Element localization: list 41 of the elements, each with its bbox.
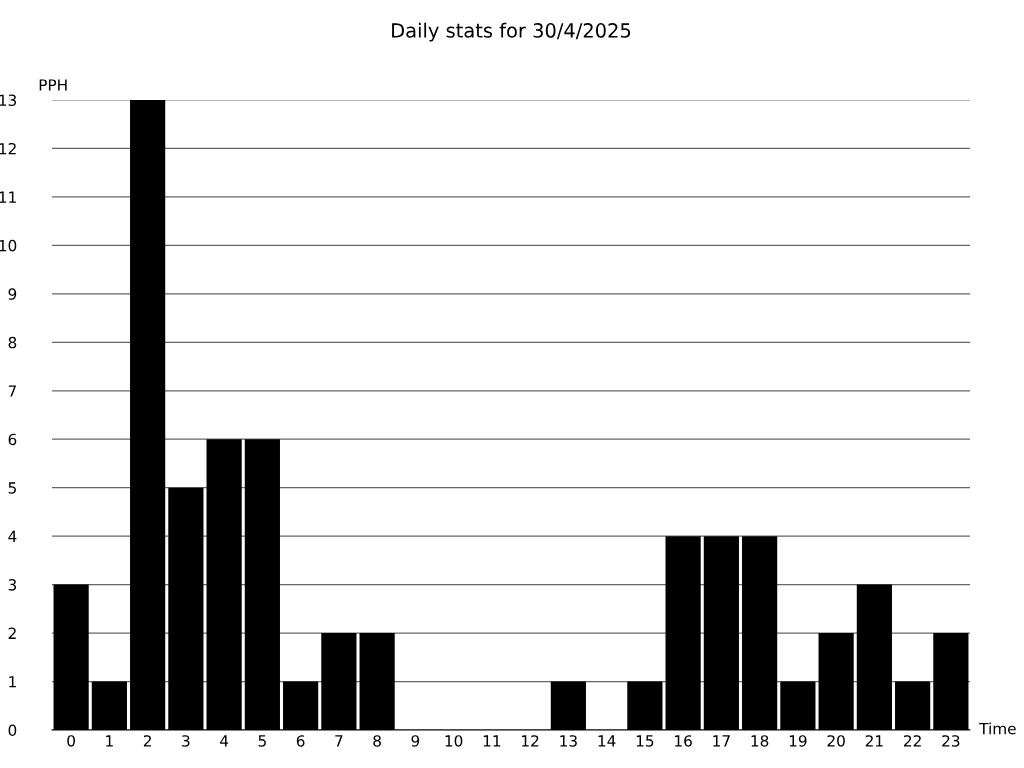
x-tick-label: 3: [182, 735, 190, 747]
x-tick-label: 7: [335, 735, 343, 747]
x-tick-label: 1: [106, 735, 113, 747]
x-tick-label: 19: [789, 735, 807, 747]
y-tick-label: 5: [8, 482, 16, 494]
x-tick-label: 13: [560, 735, 577, 747]
y-tick-label: 9: [8, 288, 17, 300]
x-tick-label: 5: [258, 735, 266, 747]
y-tick-label: 11: [0, 191, 16, 203]
y-tick-label: 0: [8, 724, 17, 737]
x-tick-label: 20: [827, 735, 845, 747]
x-tick-label: 14: [598, 735, 616, 747]
y-tick-label: 6: [8, 433, 17, 446]
x-tick-label: 11: [483, 735, 501, 747]
x-tick-label: 17: [713, 735, 730, 747]
x-tick-label: 12: [522, 735, 539, 747]
x-tick-label: 6: [296, 735, 305, 747]
x-tick-label: 9: [411, 735, 420, 747]
y-tick-label: 8: [8, 336, 17, 349]
y-tick-label: 2: [8, 627, 16, 639]
x-tick-label: 23: [942, 735, 960, 747]
x-tick-label: 22: [904, 735, 921, 747]
y-tick-label: 13: [0, 94, 17, 107]
x-axis-title: Time: [979, 722, 1016, 735]
chart-title: Daily stats for 30/4/2025: [392, 22, 631, 42]
x-tick-label: 18: [751, 735, 769, 747]
y-tick-label: 10: [0, 239, 17, 252]
y-tick-label: 1: [9, 676, 16, 688]
x-tick-label: 4: [220, 735, 229, 747]
x-tick-label: 16: [675, 735, 692, 747]
y-tick-label: 4: [8, 530, 17, 542]
y-tick-label: 7: [8, 385, 16, 397]
x-tick-label: 15: [636, 735, 654, 747]
y-tick-label: 12: [0, 142, 16, 155]
y-axis-title: PPH: [39, 79, 67, 91]
x-tick-label: 2: [143, 735, 151, 747]
x-tick-label: 0: [67, 735, 75, 747]
x-tick-label: 10: [445, 735, 463, 747]
x-tick-label: 8: [373, 735, 381, 747]
y-tick-label: 3: [8, 579, 17, 591]
x-tick-label: 21: [865, 735, 883, 747]
